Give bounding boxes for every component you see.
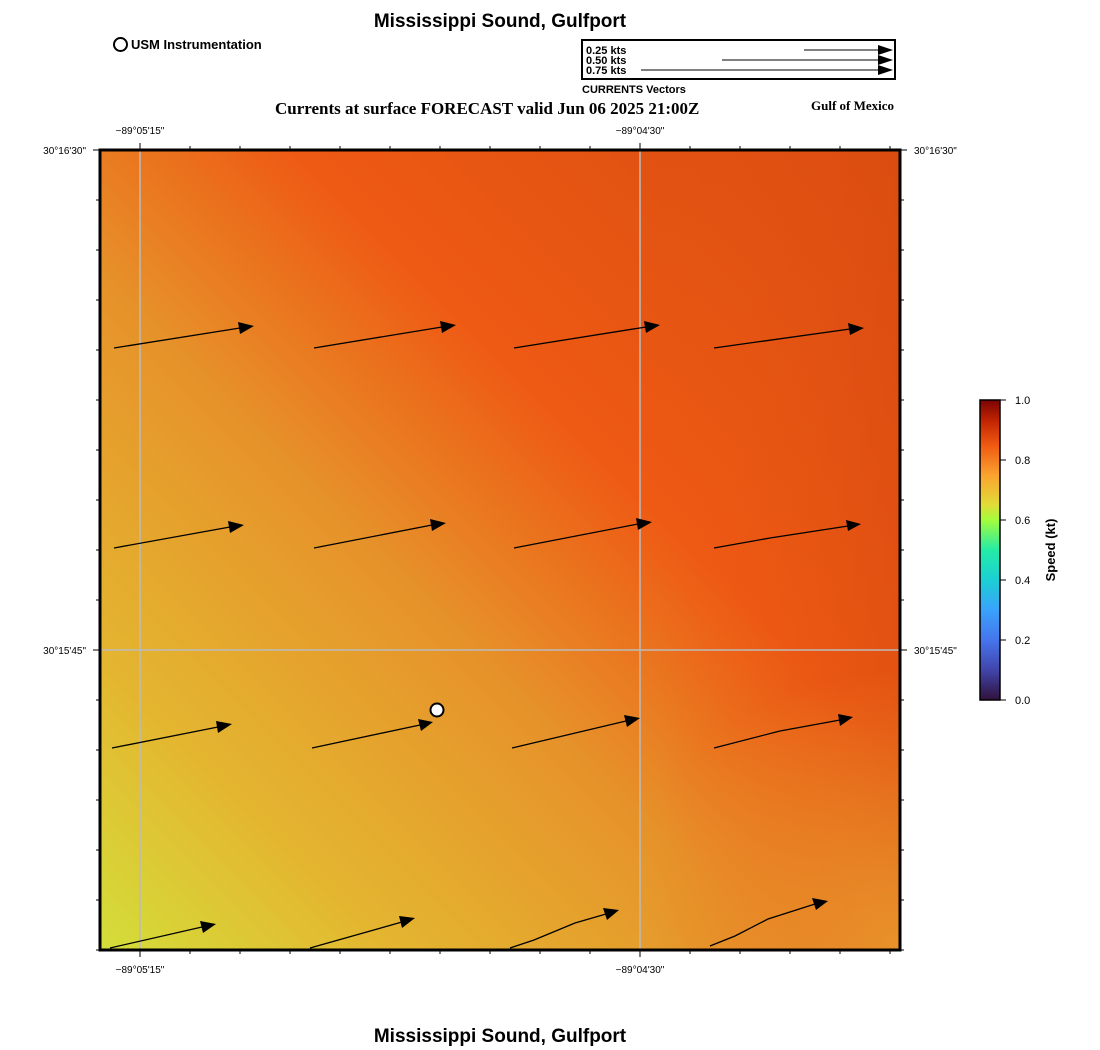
current-vector (113, 327, 241, 349)
vector-arrowhead (644, 321, 660, 333)
footer-title: Mississippi Sound, Gulfport (373, 1026, 627, 1047)
vector-key-title: CURRENTS Vectors (582, 84, 686, 96)
vector-arrowhead (624, 715, 640, 727)
lat-label-left: 30°15'45" (43, 646, 86, 657)
current-vector (511, 720, 627, 749)
colorbar-tick-label: 1.0 (1015, 395, 1030, 407)
current-vector (109, 926, 203, 949)
frame-ticks (93, 143, 907, 957)
map-subtitle: Currents at surface FORECAST valid Jun 0… (275, 99, 700, 118)
station-legend: USM Instrumentation (113, 37, 262, 52)
vector-arrowhead (228, 521, 244, 533)
colorbar-tick-label: 0.0 (1015, 695, 1030, 707)
current-vector-heads (200, 321, 864, 933)
lon-label-top: −89°05'15" (116, 126, 165, 137)
vector-key-arrowhead (878, 55, 893, 65)
current-vector (513, 326, 647, 349)
current-vector (709, 903, 816, 947)
vector-arrowhead (399, 916, 415, 928)
vector-key-entry: 0.25 kts (586, 45, 626, 57)
current-vector (111, 726, 219, 749)
vector-arrowhead (603, 908, 619, 920)
vector-key-entry: 0.50 kts (586, 55, 626, 67)
colorbar-tick-label: 0.8 (1015, 455, 1030, 467)
station-legend-label: USM Instrumentation (131, 37, 262, 52)
current-vector (113, 526, 231, 549)
region-label: Gulf of Mexico (811, 98, 895, 113)
vector-arrowhead (430, 519, 446, 531)
current-vector (309, 921, 403, 949)
usm-instrumentation-station[interactable] (429, 702, 445, 718)
vector-arrowhead (812, 898, 828, 910)
colorbar-tick-label: 0.6 (1015, 515, 1030, 527)
lon-label-top: −89°04'30" (616, 126, 665, 137)
station-circle-icon (113, 37, 128, 52)
current-vector (313, 326, 443, 349)
map-title: Mississippi Sound, Gulfport (373, 11, 627, 32)
vector-arrowhead (636, 518, 652, 530)
vector-key-arrowhead (878, 45, 893, 55)
vector-arrowhead (216, 721, 232, 733)
vector-arrowhead (838, 714, 853, 726)
vector-arrowhead (200, 921, 216, 933)
vector-arrowhead (440, 321, 456, 333)
current-vector (713, 525, 849, 549)
vector-arrowhead (238, 322, 254, 334)
lon-label-bottom: −89°04'30" (616, 965, 665, 976)
current-speed-field (100, 150, 900, 950)
colorbar-title: Speed (kt) (1043, 519, 1058, 582)
current-vector (513, 523, 639, 549)
current-vector (713, 719, 841, 749)
current-vector (311, 724, 421, 749)
current-vector (313, 524, 433, 549)
current-vectors (109, 326, 851, 949)
vector-key-entry: 0.75 kts (586, 65, 626, 77)
lat-label-left: 30°16'30" (43, 146, 86, 157)
lon-label-bottom: −89°05'15" (116, 965, 165, 976)
current-vector (509, 913, 607, 949)
speed-colorbar: 0.0 0.2 0.4 0.6 0.8 1.0 Speed (kt) (979, 395, 1058, 707)
vector-arrowhead (848, 323, 864, 335)
graticule (100, 150, 900, 950)
vector-arrowhead (418, 719, 433, 731)
lat-label-right: 30°16'30" (914, 146, 957, 157)
vector-key-arrowhead (878, 65, 893, 75)
lat-label-right: 30°15'45" (914, 646, 957, 657)
colorbar-tick-label: 0.4 (1015, 575, 1030, 587)
vector-key: 0.25 kts 0.50 kts 0.75 kts (581, 39, 896, 80)
current-vector (713, 328, 851, 349)
speed-field-corner (100, 150, 900, 950)
colorbar-tick-label: 0.2 (1015, 635, 1030, 647)
colorbar-scale (979, 399, 1001, 701)
vector-arrowhead (846, 520, 861, 531)
